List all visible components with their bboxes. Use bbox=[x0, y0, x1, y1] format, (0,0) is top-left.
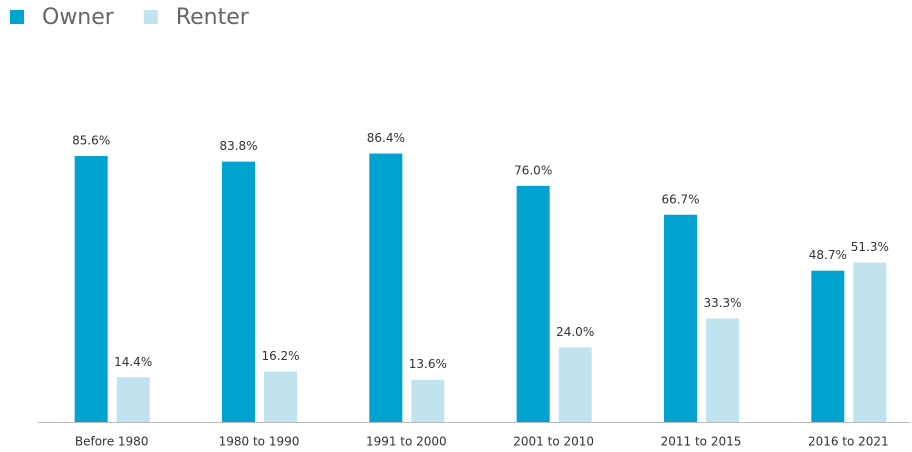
x-tick-label: 2001 to 2010 bbox=[513, 435, 594, 449]
data-label: 76.0% bbox=[514, 163, 552, 177]
bar bbox=[222, 161, 255, 422]
bar bbox=[664, 214, 697, 422]
data-label: 66.7% bbox=[661, 192, 699, 206]
bar bbox=[116, 377, 150, 422]
data-label: 16.2% bbox=[261, 349, 299, 363]
data-label: 51.3% bbox=[851, 240, 889, 254]
data-label: 24.0% bbox=[556, 325, 594, 339]
bar bbox=[516, 185, 550, 422]
bar bbox=[706, 318, 739, 422]
data-label: 48.7% bbox=[809, 248, 847, 262]
x-tick-label: 2011 to 2015 bbox=[661, 435, 742, 449]
x-tick-label: 2016 to 2021 bbox=[808, 435, 889, 449]
x-tick-label: Before 1980 bbox=[75, 435, 149, 449]
data-label: 83.8% bbox=[219, 139, 257, 153]
data-label: 85.6% bbox=[72, 134, 110, 148]
bar bbox=[811, 270, 845, 422]
legend-label: Renter bbox=[176, 5, 250, 30]
bar bbox=[74, 156, 108, 422]
data-label: 86.4% bbox=[367, 131, 405, 145]
data-label: 33.3% bbox=[703, 296, 741, 310]
bar bbox=[369, 153, 403, 422]
x-tick-label: 1980 to 1990 bbox=[219, 435, 300, 449]
data-label: 14.4% bbox=[114, 355, 152, 369]
x-tick-label: 1991 to 2000 bbox=[366, 435, 447, 449]
bar bbox=[853, 262, 887, 422]
bar bbox=[264, 371, 297, 422]
legend-label: Owner bbox=[42, 5, 115, 30]
bar bbox=[411, 379, 445, 422]
legend-swatch bbox=[143, 10, 158, 24]
bar bbox=[558, 347, 592, 422]
data-label: 13.6% bbox=[409, 357, 447, 371]
legend-swatch bbox=[10, 10, 24, 24]
